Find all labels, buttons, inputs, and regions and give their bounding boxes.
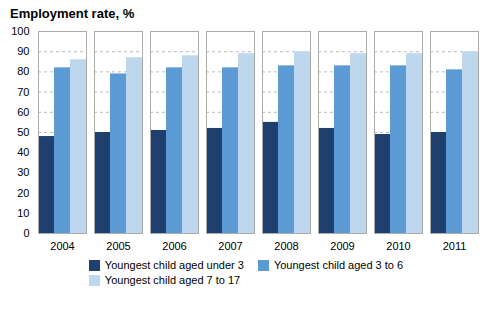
- svg-text:2007: 2007: [218, 240, 242, 252]
- svg-text:100: 100: [11, 25, 29, 37]
- svg-text:70: 70: [17, 86, 29, 98]
- svg-text:2005: 2005: [106, 240, 130, 252]
- svg-text:50: 50: [17, 126, 29, 138]
- svg-text:2006: 2006: [162, 240, 186, 252]
- svg-text:2008: 2008: [274, 240, 298, 252]
- svg-text:60: 60: [17, 106, 29, 118]
- svg-text:20: 20: [17, 187, 29, 199]
- svg-text:2009: 2009: [330, 240, 354, 252]
- html-text:Employment rate, %: Employment rate, %: [10, 6, 135, 21]
- svg-text:30: 30: [17, 166, 29, 178]
- svg-text:40: 40: [17, 146, 29, 158]
- svg-text:80: 80: [17, 65, 29, 77]
- svg-text:0: 0: [23, 227, 29, 239]
- svg-text:2010: 2010: [386, 240, 410, 252]
- svg-text:90: 90: [17, 45, 29, 57]
- html-text:Youngest child aged under 3: Youngest child aged under 3: [104, 259, 244, 271]
- html-text:Youngest child aged 7 to 17: Youngest child aged 7 to 17: [104, 274, 241, 286]
- svg-text:2011: 2011: [443, 240, 467, 252]
- svg-text:10: 10: [17, 207, 29, 219]
- svg-text:2004: 2004: [50, 240, 74, 252]
- html-text:Youngest child aged 3 to 6: Youngest child aged 3 to 6: [273, 259, 404, 271]
